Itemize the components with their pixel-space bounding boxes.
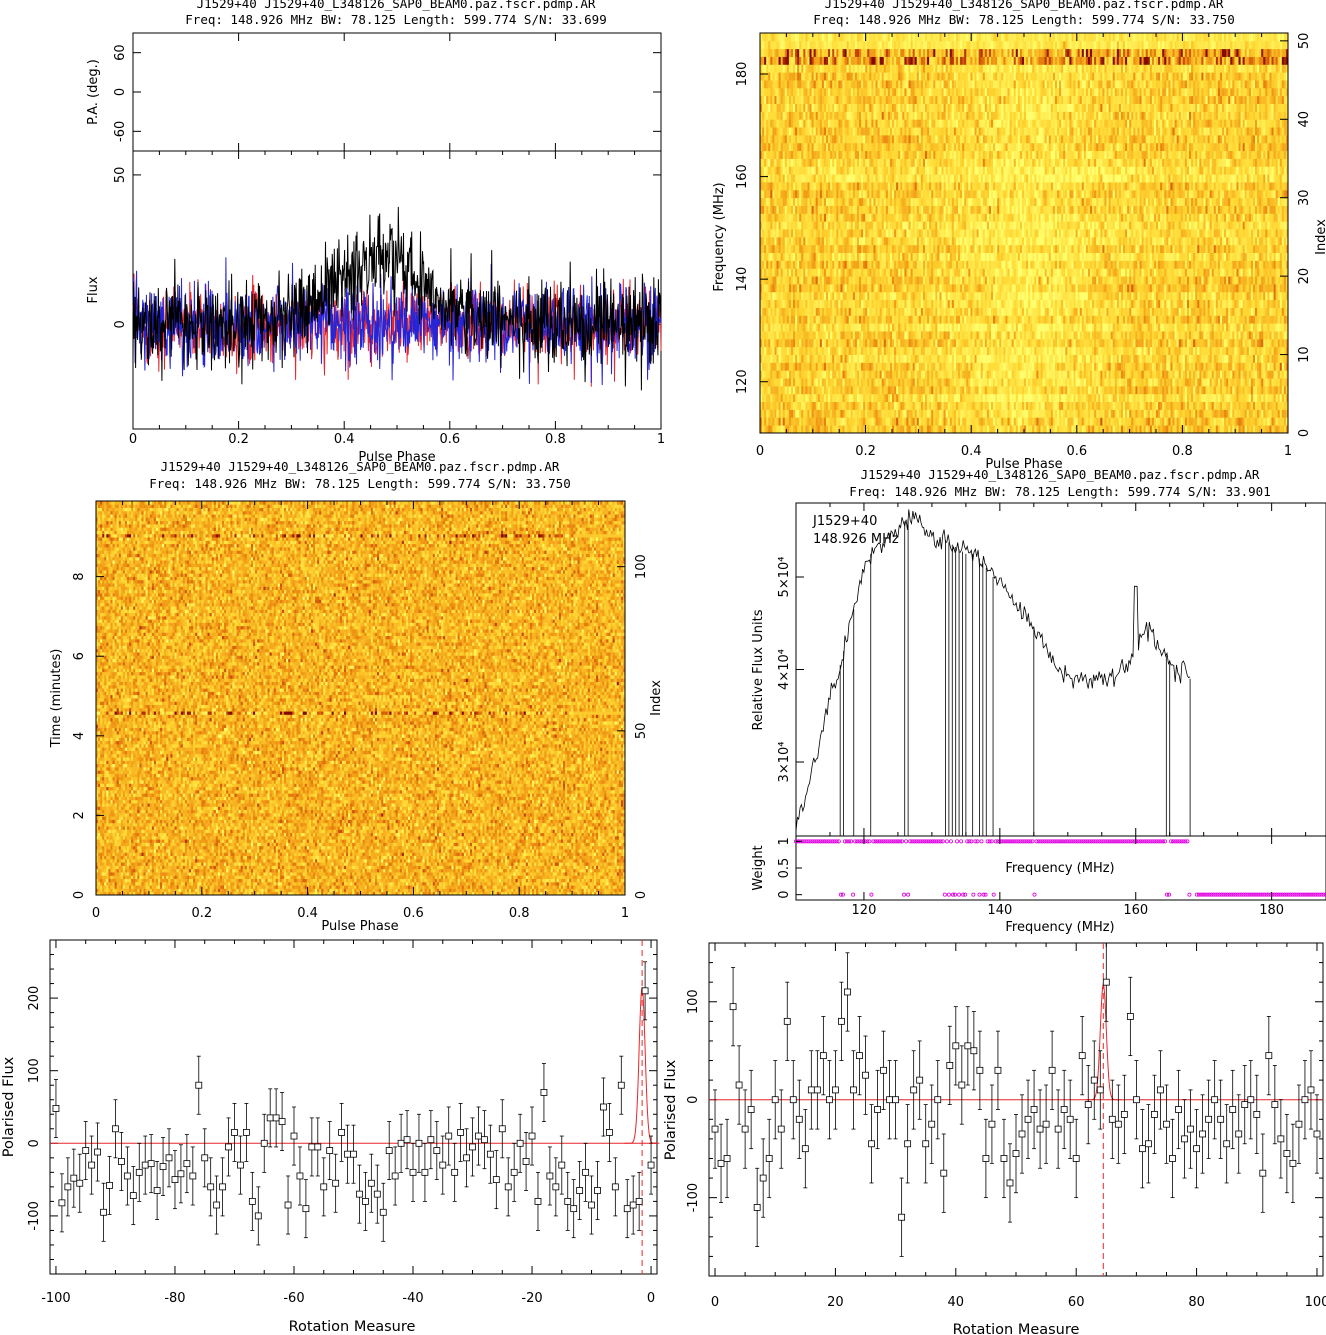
profile-x-tick-label: 1 [657,432,665,447]
freq-phase-heatmap [760,33,1288,433]
freq-phase-panel: J1529+40 J1529+40_L348126_SAP0_BEAM0.paz… [712,0,1326,472]
profile-title: J1529+40 J1529+40_L348126_SAP0_BEAM0.paz… [197,0,596,11]
profile-panel: J1529+40 J1529+40_L348126_SAP0_BEAM0.paz… [86,0,665,465]
profile-x-tick-label: 0.2 [228,432,249,447]
profile-subtitle: Freq: 148.926 MHz BW: 78.125 Length: 599… [185,12,606,27]
profile-x-tick-label: 0.8 [545,432,566,447]
pa-axis-label: P.A. (deg.) [86,59,101,125]
flux-frame [133,151,661,429]
profile-series [133,207,661,391]
pa-y-tick-label: 60 [113,44,128,61]
pa-y-tick-label: -60 [113,121,128,142]
pa-y-tick-label: 0 [113,88,128,96]
flux-y-tick-label: 50 [113,167,128,184]
profile-x-tick-label: 0.6 [439,432,460,447]
profile-x-tick-label: 0 [129,432,137,447]
profile-x-tick-label: 0.4 [334,432,355,447]
pa-frame [133,33,661,151]
freq-phase-title: J1529+40 J1529+40_L348126_SAP0_BEAM0.paz… [825,0,1224,11]
flux-y-tick-label: 0 [113,320,128,328]
profile-axes: 0 0.2 0.4 0.6 0.8 1 -60 0 60 0 50 [113,33,665,447]
freq-phase-subtitle: Freq: 148.926 MHz BW: 78.125 Length: 599… [813,12,1234,27]
flux-axis-label: Flux [86,276,101,303]
